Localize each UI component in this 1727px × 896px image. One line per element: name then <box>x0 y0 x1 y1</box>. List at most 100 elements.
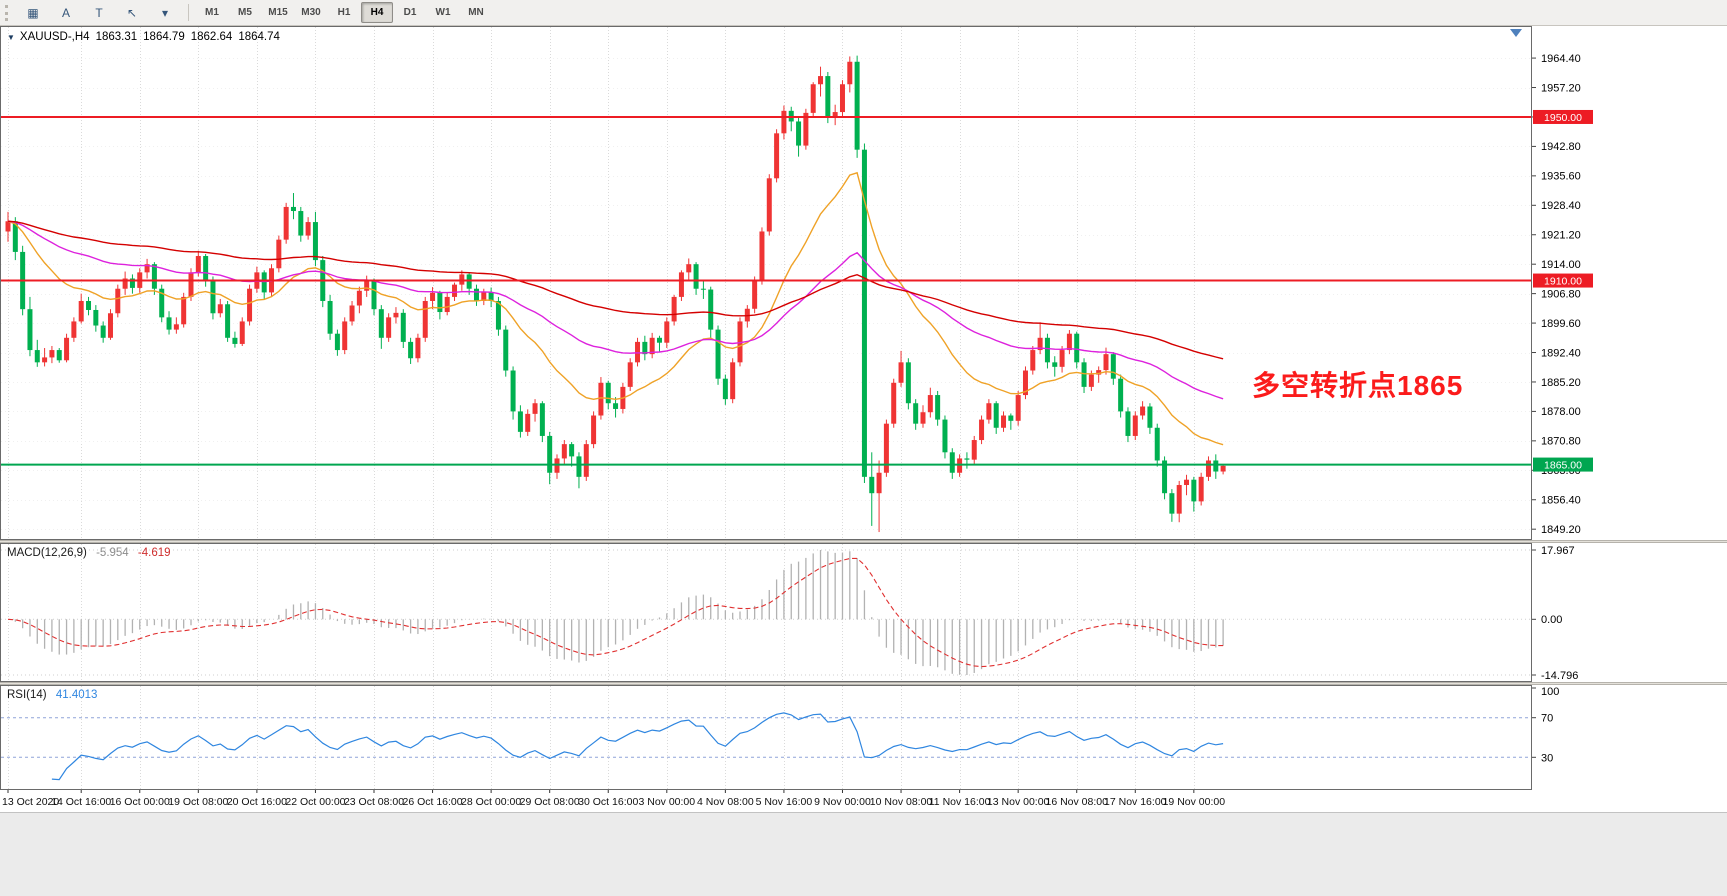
svg-text:13 Nov 00:00: 13 Nov 00:00 <box>987 796 1050 808</box>
rsi-pane[interactable]: 100 70 30 <box>0 685 1727 790</box>
open-value: 1863.31 <box>95 31 138 43</box>
timeframe-h1-button[interactable]: H1 <box>337 7 351 18</box>
svg-text:22 Oct 00:00: 22 Oct 00:00 <box>285 796 345 808</box>
svg-text:11 Nov 16:00: 11 Nov 16:00 <box>929 796 991 808</box>
grid-horizontal <box>1 58 1531 530</box>
timeframe-h4-button[interactable]: H4 <box>361 2 393 23</box>
price-badge-1865.00 <box>1533 457 1593 472</box>
grid-vertical <box>8 27 1195 539</box>
svg-text:1885.20: 1885.20 <box>1541 377 1581 389</box>
toolbar: ▦ A T ↖ ▾ M1 M5 M15 M30 H1 H4 D1 W1 MN <box>0 0 1727 26</box>
rsi-axis[interactable]: 100 70 30 <box>1532 686 1559 764</box>
toolbar-separator <box>188 4 189 21</box>
chart-symbol-header: ▼ XAUUSD-,H4 1863.31 1864.79 1862.64 186… <box>7 31 286 43</box>
high-value: 1864.79 <box>143 31 185 43</box>
rsi-name: RSI(14) <box>7 689 47 701</box>
svg-text:4 Nov 08:00: 4 Nov 08:00 <box>697 796 754 808</box>
price-badge-1950.00 <box>1533 109 1593 124</box>
svg-text:1856.40: 1856.40 <box>1541 495 1581 507</box>
window-footer <box>0 812 1727 896</box>
timeframe-d1-button[interactable]: D1 <box>403 7 417 18</box>
svg-text:1964.40: 1964.40 <box>1541 53 1581 65</box>
svg-text:28 Oct 00:00: 28 Oct 00:00 <box>461 796 521 808</box>
text-label-tool[interactable]: A <box>61 5 70 20</box>
symbol-period-label: XAUUSD-,H4 <box>19 31 90 43</box>
cursor-tool[interactable]: ↖ <box>126 5 138 20</box>
chart-area[interactable]: 1964.40 1957.20 1950.00 1942.80 1935.60 1928.… <box>0 26 1727 896</box>
moving-average-120 <box>7 220 1224 360</box>
drawing-tools-group: ▦ A T ↖ ▾ <box>17 2 181 23</box>
timeframe-m5-button[interactable]: M5 <box>238 7 252 18</box>
svg-text:1870.80: 1870.80 <box>1541 436 1581 448</box>
candles <box>5 55 1226 533</box>
svg-text:1935.60: 1935.60 <box>1541 171 1581 183</box>
svg-text:5 Nov 16:00: 5 Nov 16:00 <box>756 796 813 808</box>
collapse-arrow-icon[interactable]: ▼ <box>7 32 15 42</box>
svg-text:17 Nov 16:00: 17 Nov 16:00 <box>1104 796 1167 808</box>
toolbar-grip[interactable] <box>5 4 11 21</box>
price-axis[interactable]: 1964.40 1957.20 1950.00 1942.80 1935.60 1928.… <box>1532 53 1581 536</box>
svg-text:1910.00: 1910.00 <box>1544 275 1582 287</box>
macd-indicator-label: MACD(12,26,9) -5.954 -4.619 <box>7 547 171 559</box>
chart-shift-marker[interactable] <box>1510 29 1522 37</box>
macd-pane[interactable]: 17.967 0.00 -14.796 <box>0 543 1727 682</box>
svg-text:13 Oct 2020: 13 Oct 2020 <box>2 796 59 808</box>
timeframe-m30-button[interactable]: M30 <box>301 7 321 18</box>
svg-text:10 Nov 08:00: 10 Nov 08:00 <box>870 796 933 808</box>
svg-text:30: 30 <box>1541 752 1553 764</box>
macd-name: MACD(12,26,9) <box>7 547 87 559</box>
svg-text:30 Oct 16:00: 30 Oct 16:00 <box>578 796 638 808</box>
svg-text:1899.60: 1899.60 <box>1541 318 1581 330</box>
svg-text:0.00: 0.00 <box>1541 614 1562 626</box>
pane-separator[interactable] <box>0 540 1727 543</box>
svg-text:-14.796: -14.796 <box>1541 670 1578 682</box>
svg-text:1928.40: 1928.40 <box>1541 200 1581 212</box>
svg-text:1914.00: 1914.00 <box>1541 259 1581 271</box>
svg-text:1921.20: 1921.20 <box>1541 230 1581 242</box>
svg-text:16 Oct 00:00: 16 Oct 00:00 <box>110 796 170 808</box>
macd-axis[interactable]: 17.967 0.00 -14.796 <box>1532 545 1578 682</box>
timeframe-mn-button[interactable]: MN <box>468 7 484 18</box>
low-value: 1862.64 <box>190 31 233 43</box>
svg-text:23 Oct 08:00: 23 Oct 08:00 <box>344 796 404 808</box>
svg-text:1957.20: 1957.20 <box>1541 82 1581 94</box>
svg-text:1892.40: 1892.40 <box>1541 347 1581 359</box>
main-chart-pane[interactable]: 1964.40 1957.20 1950.00 1942.80 1935.60 1928.… <box>0 26 1727 540</box>
macd-main-value: -5.954 <box>96 547 129 559</box>
text-tool[interactable]: T <box>95 5 103 20</box>
main-pane-border <box>0 26 1532 540</box>
rsi-line <box>51 712 1224 781</box>
svg-text:1950.00: 1950.00 <box>1544 112 1582 124</box>
annotation-text[interactable]: 多空转折点1865 <box>1252 370 1464 401</box>
svg-text:100: 100 <box>1541 686 1559 698</box>
svg-text:3 Nov 00:00: 3 Nov 00:00 <box>638 796 695 808</box>
svg-text:19 Nov 00:00: 19 Nov 00:00 <box>1163 796 1226 808</box>
price-badge-1910.00 <box>1533 273 1593 288</box>
moving-average-56 <box>7 220 1224 400</box>
svg-text:1942.80: 1942.80 <box>1541 141 1581 153</box>
svg-text:26 Oct 16:00: 26 Oct 16:00 <box>402 796 462 808</box>
tools-dropdown-caret[interactable]: ▾ <box>161 5 169 20</box>
timeframe-m15-button[interactable]: M15 <box>268 7 288 18</box>
svg-text:70: 70 <box>1541 713 1553 725</box>
svg-text:29 Oct 08:00: 29 Oct 08:00 <box>520 796 580 808</box>
svg-text:16 Nov 08:00: 16 Nov 08:00 <box>1045 796 1108 808</box>
timeframe-m1-button[interactable]: M1 <box>205 7 219 18</box>
rsi-indicator-label: RSI(14) 41.4013 <box>7 689 97 701</box>
svg-text:1849.20: 1849.20 <box>1541 524 1581 536</box>
svg-text:19 Oct 08:00: 19 Oct 08:00 <box>168 796 228 808</box>
macd-signal-line <box>7 557 1224 668</box>
macd-histogram <box>14 550 1224 675</box>
pane-separator[interactable] <box>0 682 1727 685</box>
svg-text:17.967: 17.967 <box>1541 545 1575 557</box>
svg-text:1878.00: 1878.00 <box>1541 406 1581 418</box>
moving-average-21 <box>7 171 1224 446</box>
timeframe-group: M1 M5 M15 M30 H1 H4 D1 W1 MN <box>196 2 492 23</box>
timeframe-w1-button[interactable]: W1 <box>435 7 451 18</box>
svg-text:14 Oct 16:00: 14 Oct 16:00 <box>51 796 111 808</box>
chart-grid-icon[interactable]: ▦ <box>27 5 39 20</box>
svg-text:20 Oct 16:00: 20 Oct 16:00 <box>227 796 287 808</box>
